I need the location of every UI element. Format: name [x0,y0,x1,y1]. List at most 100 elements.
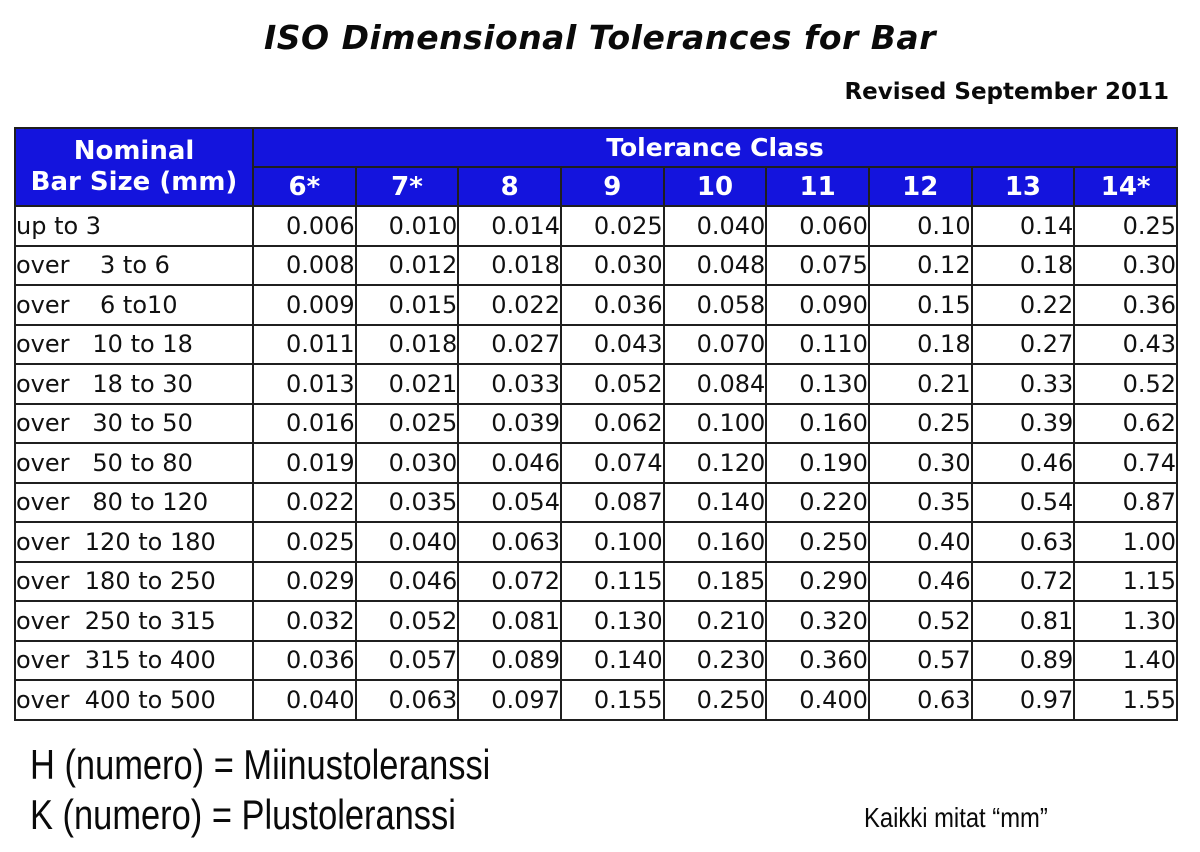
tolerance-value-cell: 0.33 [970,363,1076,405]
tolerance-value-cell: 0.062 [559,402,665,444]
tolerance-value-cell: 0.052 [559,363,665,405]
tolerance-value-cell: 0.033 [457,363,562,405]
tolerance-value-cell: 0.074 [559,442,665,484]
table-row: over 30 to 50 0.016 0.025 0.039 0.062 0.100 0.… [14,402,1178,444]
tolerance-value-cell: 1.30 [1073,600,1178,642]
tolerance-value-cell: 0.40 [867,521,973,563]
tolerance-value-cell: 0.190 [765,442,870,484]
tolerance-value-cell: 0.040 [662,205,768,247]
tolerance-value-cell: 0.30 [1073,244,1178,286]
tolerance-value-cell: 0.35 [867,481,973,523]
tolerance-value-cell: 0.97 [970,679,1076,721]
tolerance-value-cell: 1.40 [1073,639,1178,681]
tolerance-value-cell: 0.060 [765,205,870,247]
tolerance-value-cell: 0.220 [765,481,870,523]
tolerance-value-cell: 0.072 [457,560,562,602]
table-row: up to 3 0.006 0.010 0.014 0.025 0.040 0.060 0.1… [14,205,1178,247]
table-row: over 6 to10 0.009 0.015 0.022 0.036 0.058 0.09… [14,284,1178,326]
tolerance-value-cell: 0.185 [662,560,768,602]
tolerance-value-cell: 0.032 [252,600,357,642]
bar-size-cell: over 250 to 315 [14,600,254,642]
tolerance-value-cell: 0.090 [765,284,870,326]
tolerance-value-cell: 0.097 [457,679,562,721]
nominal-bar-size-header: Nominal Bar Size (mm) [14,127,254,207]
tolerance-value-cell: 0.39 [970,402,1076,444]
bar-size-cell: over 10 to 18 [14,323,254,365]
bar-size-cell: over 6 to10 [14,284,254,326]
tolerance-value-cell: 0.290 [765,560,870,602]
bar-size-cell: over 30 to 50 [14,402,254,444]
tolerance-value-cell: 0.110 [765,323,870,365]
tolerance-value-cell: 0.43 [1073,323,1178,365]
tolerance-value-cell: 0.018 [457,244,562,286]
tolerance-value-cell: 0.63 [867,679,973,721]
tolerance-value-cell: 0.036 [252,639,357,681]
tolerance-value-cell: 0.018 [354,323,460,365]
tolerance-value-cell: 0.250 [662,679,768,721]
tolerance-value-cell: 0.048 [662,244,768,286]
tolerance-value-cell: 0.52 [867,600,973,642]
tolerance-value-cell: 0.400 [765,679,870,721]
tolerance-value-cell: 0.025 [252,521,357,563]
class-header-cell: 10 [662,166,768,207]
tolerance-value-cell: 0.030 [559,244,665,286]
tolerance-value-cell: 0.087 [559,481,665,523]
tolerance-value-cell: 0.15 [867,284,973,326]
class-header-cell: 8 [457,166,562,207]
tolerance-value-cell: 1.55 [1073,679,1178,721]
tolerance-value-cell: 0.155 [559,679,665,721]
tolerance-value-cell: 0.62 [1073,402,1178,444]
tolerance-value-cell: 0.014 [457,205,562,247]
tolerance-value-cell: 0.18 [970,244,1076,286]
table-row: over 250 to 315 0.032 0.052 0.081 0.130 0.210… [14,600,1178,642]
tolerance-value-cell: 0.87 [1073,481,1178,523]
page-title: ISO Dimensional Tolerances for Bar [264,18,936,57]
tolerance-value-cell: 0.058 [662,284,768,326]
table-row: over 180 to 250 0.029 0.046 0.072 0.115 0.185… [14,560,1178,602]
tolerance-value-cell: 0.12 [867,244,973,286]
tolerance-value-cell: 0.72 [970,560,1076,602]
class-header-cell: 9 [559,166,665,207]
tolerance-value-cell: 0.021 [354,363,460,405]
bar-size-cell: over 50 to 80 [14,442,254,484]
tolerance-value-cell: 0.63 [970,521,1076,563]
tolerance-value-cell: 0.81 [970,600,1076,642]
tolerance-value-cell: 0.25 [867,402,973,444]
tolerance-value-cell: 0.081 [457,600,562,642]
legend-minus-tolerance: H (numero) = Miinustoleranssi [30,741,491,788]
tolerance-value-cell: 0.009 [252,284,357,326]
tolerance-value-cell: 0.027 [457,323,562,365]
tolerance-value-cell: 0.46 [867,560,973,602]
tolerance-value-cell: 0.10 [867,205,973,247]
tolerance-value-cell: 0.019 [252,442,357,484]
table-row: over 18 to 30 0.013 0.021 0.033 0.052 0.084 0.… [14,363,1178,405]
bar-size-cell: over 315 to 400 [14,639,254,681]
class-header-cell: 6* [252,166,357,207]
tolerance-value-cell: 0.084 [662,363,768,405]
tolerance-value-cell: 0.039 [457,402,562,444]
tolerance-value-cell: 0.100 [662,402,768,444]
tolerance-value-cell: 0.040 [252,679,357,721]
class-header-row: 6* 7* 8 9 10 11 12 13 14* [15,166,1178,207]
tolerance-value-cell: 0.029 [252,560,357,602]
tolerance-value-cell: 0.18 [867,323,973,365]
tolerance-value-cell: 0.063 [457,521,562,563]
tolerance-value-cell: 0.063 [354,679,460,721]
tolerance-value-cell: 0.14 [970,205,1076,247]
tolerance-value-cell: 1.15 [1073,560,1178,602]
tolerance-value-cell: 0.046 [354,560,460,602]
tolerance-value-cell: 0.25 [1073,205,1178,247]
tolerance-value-cell: 0.57 [867,639,973,681]
tolerance-value-cell: 0.046 [457,442,562,484]
class-header-cell: 7* [354,166,460,207]
bar-size-cell: over 120 to 180 [14,521,254,563]
tolerance-value-cell: 0.022 [252,481,357,523]
tolerance-value-cell: 0.46 [970,442,1076,484]
bar-size-cell: up to 3 [14,205,254,247]
tolerance-value-cell: 0.035 [354,481,460,523]
tolerance-value-cell: 0.250 [765,521,870,563]
tolerance-value-cell: 0.54 [970,481,1076,523]
tolerance-value-cell: 0.016 [252,402,357,444]
tolerance-value-cell: 0.52 [1073,363,1178,405]
tolerance-value-cell: 0.075 [765,244,870,286]
